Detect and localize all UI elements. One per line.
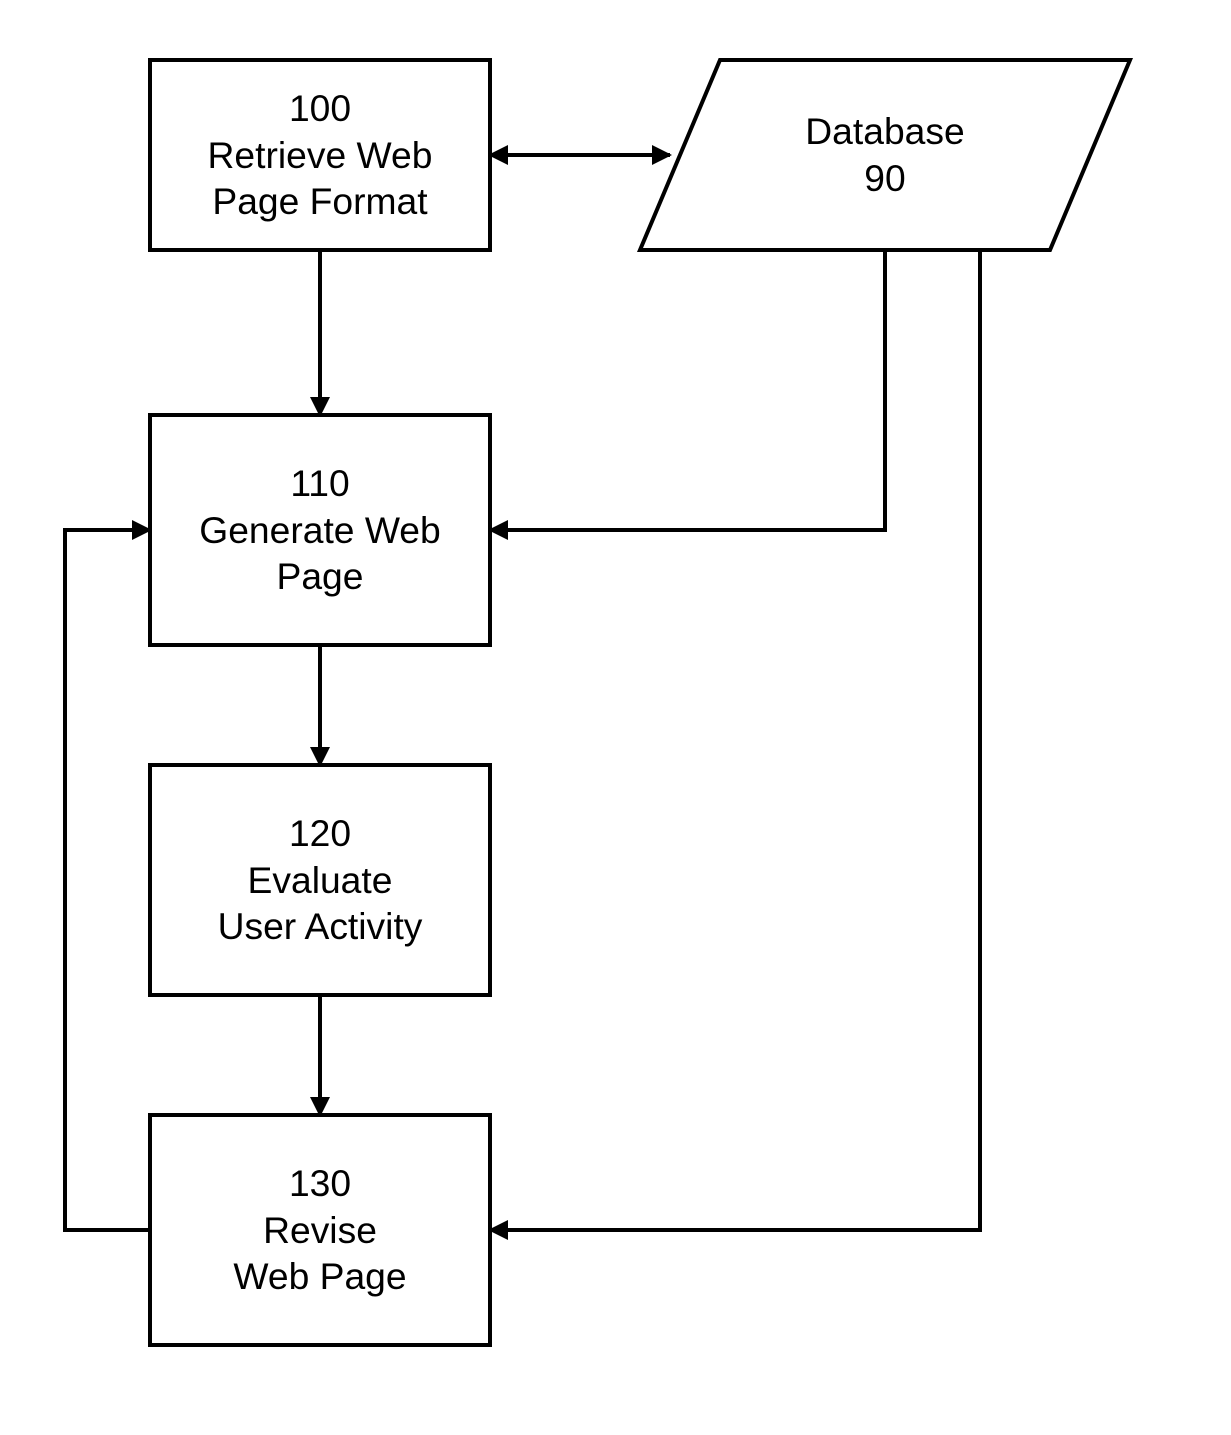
flowchart-node-n100: 100Retrieve WebPage Format xyxy=(150,60,490,250)
flowchart-edge-e90-110 xyxy=(490,250,885,530)
flowchart-edge-e130-110 xyxy=(65,530,150,1230)
flowchart-node-n120: 120EvaluateUser Activity xyxy=(150,765,490,995)
flowchart-node-n90: Database90 xyxy=(710,60,1060,250)
flowchart-edge-e90-130 xyxy=(490,250,980,1230)
flowchart-node-n130: 130ReviseWeb Page xyxy=(150,1115,490,1345)
flowchart-node-n110: 110Generate WebPage xyxy=(150,415,490,645)
